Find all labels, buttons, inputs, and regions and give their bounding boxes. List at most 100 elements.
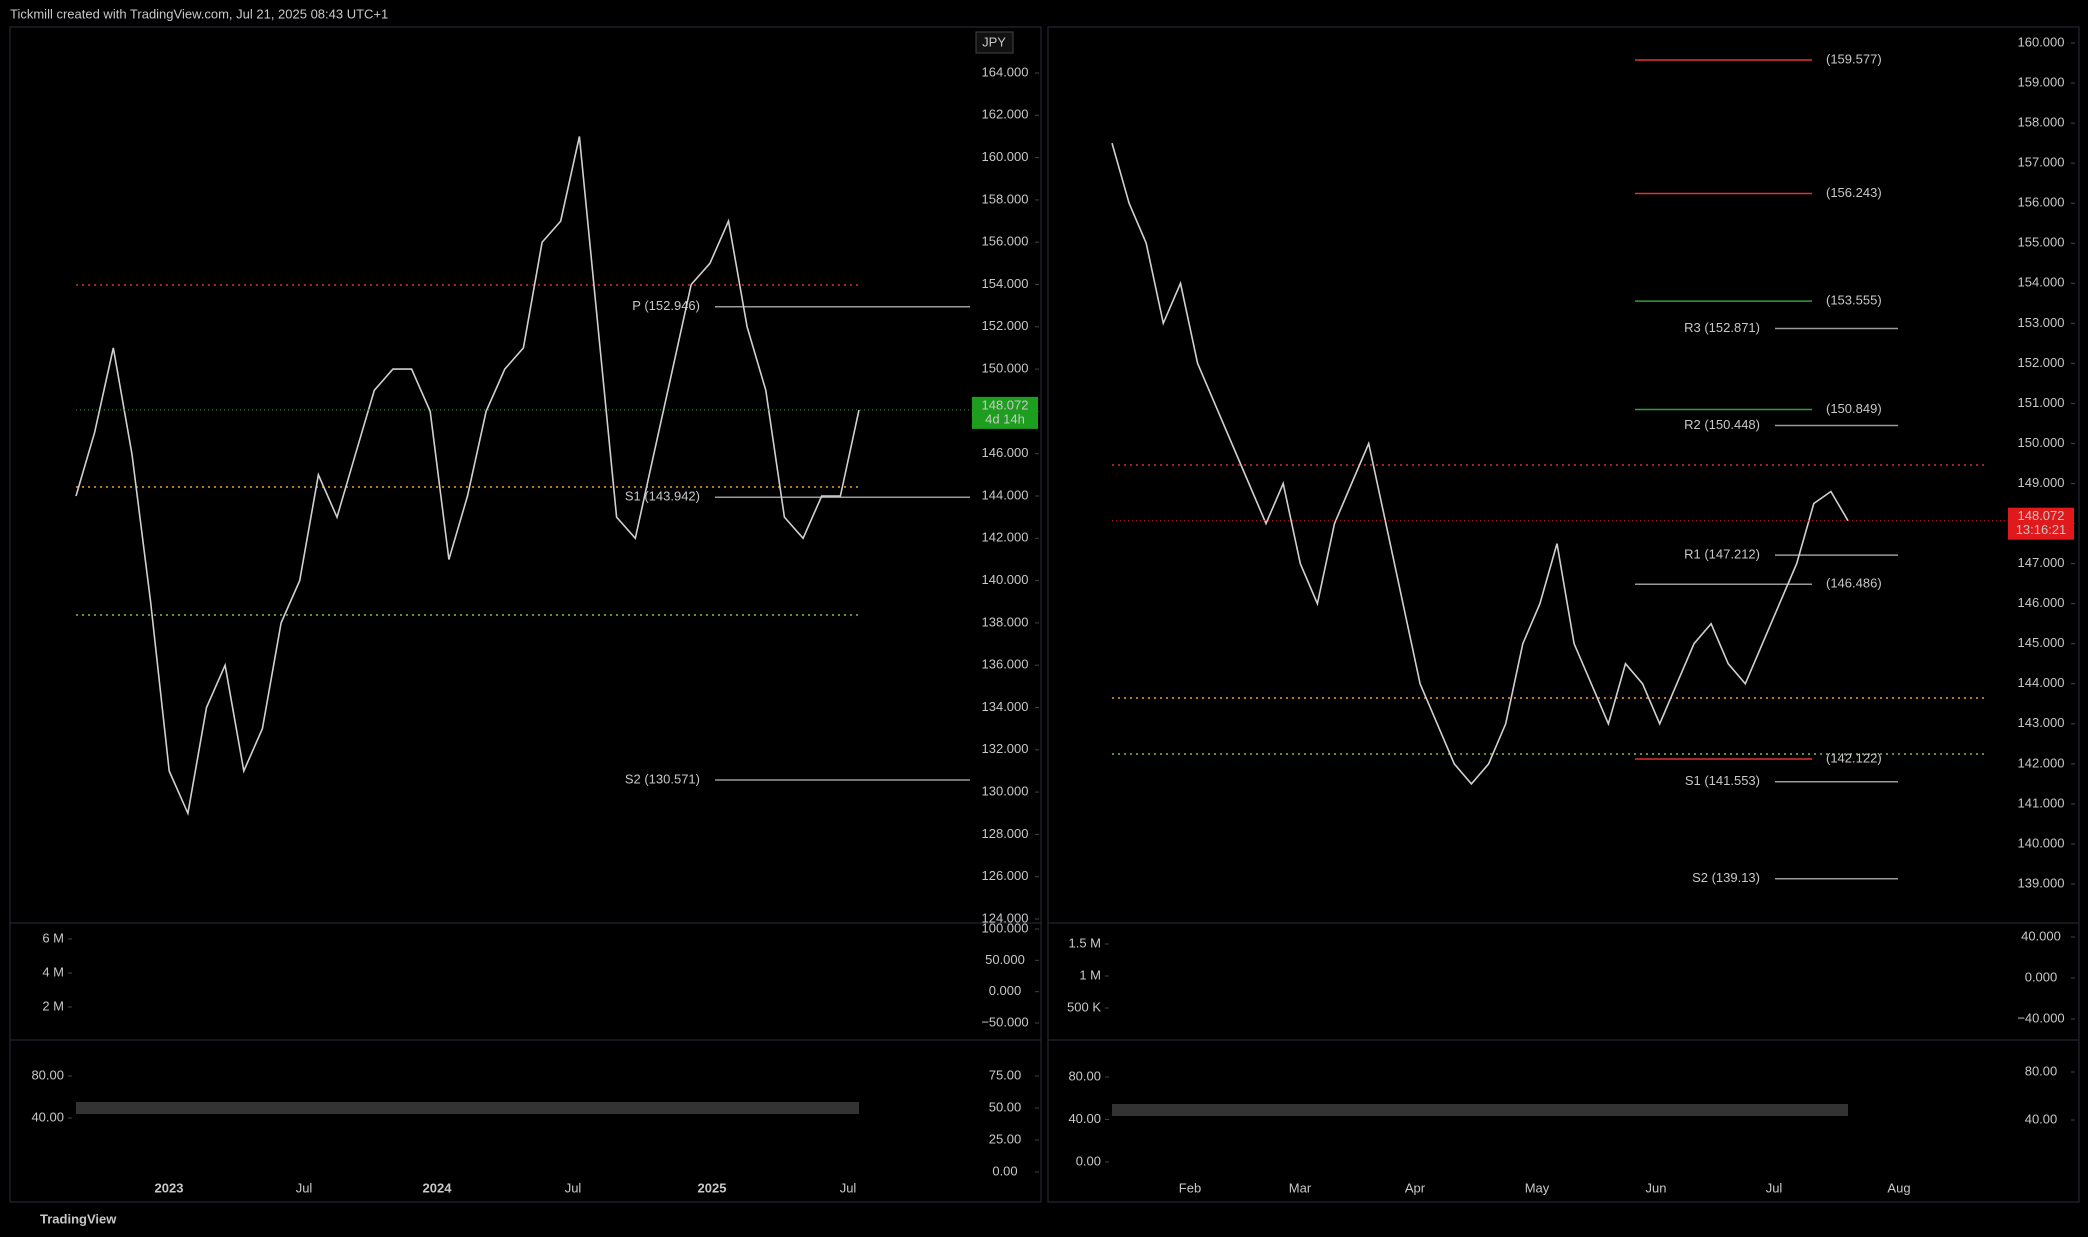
axis-label: 40.00	[2025, 1111, 2058, 1126]
axis-label: 152.000	[2018, 355, 2065, 370]
pivot-label: S2 (130.571)	[625, 771, 700, 786]
axis-label: 141.000	[2018, 795, 2065, 810]
pivot-label: (159.577)	[1826, 51, 1882, 66]
axis-label: 138.000	[982, 614, 1029, 629]
countdown: 4d 14h	[985, 411, 1025, 426]
axis-label: 140.000	[2018, 835, 2065, 850]
time-label: Jul	[840, 1180, 857, 1195]
symbol: JPY	[982, 34, 1006, 49]
osc-band	[76, 1102, 859, 1114]
axis-label: 156.000	[982, 234, 1029, 249]
axis-label: 155.000	[2018, 235, 2065, 250]
axis-label: 153.000	[2018, 315, 2065, 330]
axis-label: 100.000	[982, 920, 1029, 935]
time-label: 2025	[698, 1180, 727, 1195]
axis-label: 149.000	[2018, 475, 2065, 490]
axis-label: 146.000	[2018, 595, 2065, 610]
axis-label: 143.000	[2018, 715, 2065, 730]
left-pane-frame	[9, 26, 1042, 1203]
time-label: Mar	[1289, 1180, 1312, 1195]
axis-label: 40.000	[2021, 928, 2061, 943]
current-price: 148.072	[982, 397, 1029, 412]
price-line	[75, 136, 860, 817]
axis-label: 128.000	[982, 826, 1029, 841]
axis-label: 151.000	[2018, 395, 2065, 410]
pivot-label: S1 (143.942)	[625, 489, 700, 504]
axis-label: 0.00	[1076, 1153, 1101, 1168]
axis-label: 80.00	[31, 1067, 64, 1082]
axis-label: 160.000	[2018, 34, 2065, 49]
axis-label: 1 M	[1079, 967, 1101, 982]
axis-label: 140.000	[982, 572, 1029, 587]
time-label: Apr	[1405, 1180, 1426, 1195]
time-label: Aug	[1887, 1180, 1910, 1195]
axis-label: 80.00	[2025, 1063, 2058, 1078]
countdown: 13:16:21	[2016, 522, 2067, 537]
pivot-label: (153.555)	[1826, 293, 1882, 308]
axis-label: 40.00	[1068, 1111, 1101, 1126]
axis-label: 40.00	[31, 1109, 64, 1124]
axis-label: 156.000	[2018, 195, 2065, 210]
axis-label: 134.000	[982, 699, 1029, 714]
axis-label: 130.000	[982, 784, 1029, 799]
time-label: Jul	[296, 1180, 313, 1195]
axis-label: 159.000	[2018, 74, 2065, 89]
axis-label: 158.000	[2018, 115, 2065, 130]
axis-label: 25.00	[989, 1131, 1022, 1146]
axis-label: 147.000	[2018, 555, 2065, 570]
pivot-label: (150.849)	[1826, 401, 1882, 416]
axis-label: 136.000	[982, 657, 1029, 672]
axis-label: 150.000	[2018, 435, 2065, 450]
price-line	[1111, 142, 1849, 786]
time-label: Feb	[1179, 1180, 1201, 1195]
axis-label: 157.000	[2018, 155, 2065, 170]
axis-label: 1.5 M	[1068, 935, 1101, 950]
pivot-label: R3 (152.871)	[1684, 320, 1760, 335]
axis-label: −50.000	[981, 1014, 1028, 1029]
pivot-label: (142.122)	[1826, 750, 1882, 765]
axis-label: 132.000	[982, 741, 1029, 756]
axis-label: 0.00	[992, 1163, 1017, 1178]
axis-label: 142.000	[982, 530, 1029, 545]
zone-lines	[76, 284, 1985, 1116]
axis-label: 145.000	[2018, 635, 2065, 650]
axis-label: 80.00	[1068, 1068, 1101, 1083]
axis-label: 154.000	[2018, 275, 2065, 290]
axis-label: 144.000	[982, 487, 1029, 502]
axis-label: 6 M	[42, 930, 64, 945]
time-label: 2023	[155, 1180, 184, 1195]
time-label: May	[1525, 1180, 1550, 1195]
pivot-label: R1 (147.212)	[1684, 547, 1760, 562]
time-label: Jul	[1766, 1180, 1783, 1195]
footer-brand: TradingView	[40, 1211, 117, 1226]
axis-label: 158.000	[982, 191, 1029, 206]
current-price-box	[972, 396, 1038, 429]
axis-label: 0.000	[2025, 969, 2058, 984]
axis-label: 150.000	[982, 361, 1029, 376]
pivot-label: (156.243)	[1826, 185, 1882, 200]
time-label: Jun	[1646, 1180, 1667, 1195]
axis-label: 126.000	[982, 868, 1029, 883]
axis-label: 50.00	[989, 1099, 1022, 1114]
axis-label: 50.000	[985, 952, 1025, 967]
axis-label: 160.000	[982, 149, 1029, 164]
right-pane-frame	[1047, 26, 2080, 1203]
axis-label: 162.000	[982, 107, 1029, 122]
axis-label: 2 M	[42, 998, 64, 1013]
pivot-label: P (152.946)	[632, 298, 700, 313]
time-label: Jul	[565, 1180, 582, 1195]
pivot-label: S2 (139.13)	[1692, 870, 1760, 885]
pivot-label: S1 (141.553)	[1685, 773, 1760, 788]
current-price-box	[2008, 507, 2074, 540]
axis-label: 152.000	[982, 318, 1029, 333]
axis-label: 139.000	[2018, 875, 2065, 890]
osc-band	[1112, 1104, 1848, 1116]
axis-label: 0.000	[989, 983, 1022, 998]
pivot-label: R2 (150.448)	[1684, 417, 1760, 432]
separators	[10, 922, 2079, 1041]
axis-label: 164.000	[982, 64, 1029, 79]
axis-label: 4 M	[42, 964, 64, 979]
